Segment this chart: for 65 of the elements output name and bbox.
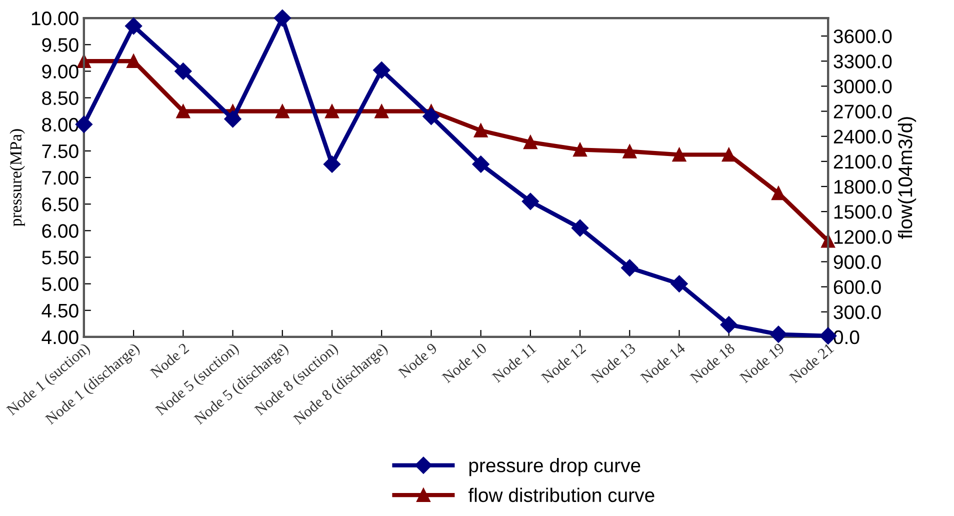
- x-tick-label: Node 14: [640, 342, 686, 384]
- y2-tick-label: 300.0: [834, 305, 881, 320]
- y-tick-label: 6.00: [42, 224, 78, 238]
- point: [573, 142, 587, 157]
- point: [772, 186, 786, 200]
- y-tick-label: 10.00: [32, 12, 78, 26]
- y-tick-label: 5.00: [42, 277, 78, 292]
- point: [571, 219, 589, 237]
- point: [275, 104, 290, 118]
- y-axis-title: pressure(MPa): [10, 129, 25, 226]
- point: [373, 62, 390, 79]
- y2-tick-label: 2400.0: [834, 130, 892, 144]
- y2-tick-label: 2100.0: [834, 154, 892, 169]
- legend-label: flow distribution curve: [468, 488, 654, 502]
- point: [224, 110, 242, 128]
- x-tick-label: Node 11: [491, 342, 537, 383]
- point: [720, 316, 738, 334]
- y-tick-label: 4.00: [42, 330, 78, 344]
- point: [274, 10, 291, 27]
- y-tick-label: 5.50: [42, 250, 78, 264]
- y-tick-label: 4.50: [42, 304, 78, 318]
- point: [174, 62, 192, 80]
- y-tick-label: 9.50: [42, 38, 78, 52]
- x-tick-label: Node 13: [590, 342, 636, 384]
- y2-tick-label: 1200.0: [834, 230, 892, 244]
- y2-tick-label: 3600.0: [834, 30, 892, 44]
- point: [325, 104, 339, 118]
- x-tick-label: Node 18: [689, 342, 736, 384]
- point: [523, 135, 538, 150]
- y2-tick-label: 1800.0: [834, 180, 892, 194]
- y2-tick-label: 3300.0: [834, 54, 892, 68]
- y2-axis-title: flow(104m3/d): [898, 117, 916, 239]
- y-tick-label: 7.00: [42, 170, 78, 185]
- legend-label: pressure drop curve: [469, 458, 640, 476]
- y2-tick-label: 3000.0: [834, 80, 892, 94]
- y2-tick-label: 600.0: [834, 280, 881, 294]
- x-tick-label: Node 2: [149, 342, 190, 378]
- point: [621, 259, 638, 276]
- point: [422, 108, 440, 125]
- y-tick-label: 7.50: [42, 144, 78, 158]
- point: [522, 192, 539, 210]
- x-tick-label: Node 9: [397, 342, 438, 378]
- x-tick-label: Node 19: [738, 342, 785, 384]
- point: [722, 148, 736, 162]
- x-tick-label: Node 10: [441, 342, 488, 384]
- point: [323, 156, 341, 173]
- x-tick-label: Node 21: [788, 342, 834, 384]
- point: [374, 104, 389, 118]
- y-tick-label: 8.00: [42, 118, 78, 132]
- point: [622, 144, 637, 158]
- point: [672, 148, 686, 162]
- y-tick-label: 8.50: [42, 91, 78, 106]
- point: [125, 17, 142, 35]
- point: [126, 54, 141, 68]
- point: [670, 275, 688, 292]
- y-tick-label: 9.00: [42, 64, 78, 78]
- y2-tick-label: 2700.0: [834, 104, 892, 118]
- y2-tick-label: 1500.0: [834, 205, 892, 219]
- point: [176, 104, 190, 118]
- point: [472, 156, 490, 173]
- y2-tick-label: 900.0: [834, 255, 881, 269]
- y-tick-label: 6.50: [42, 198, 78, 212]
- point: [474, 124, 488, 138]
- point: [770, 326, 788, 343]
- x-tick-label: Node 12: [540, 342, 586, 384]
